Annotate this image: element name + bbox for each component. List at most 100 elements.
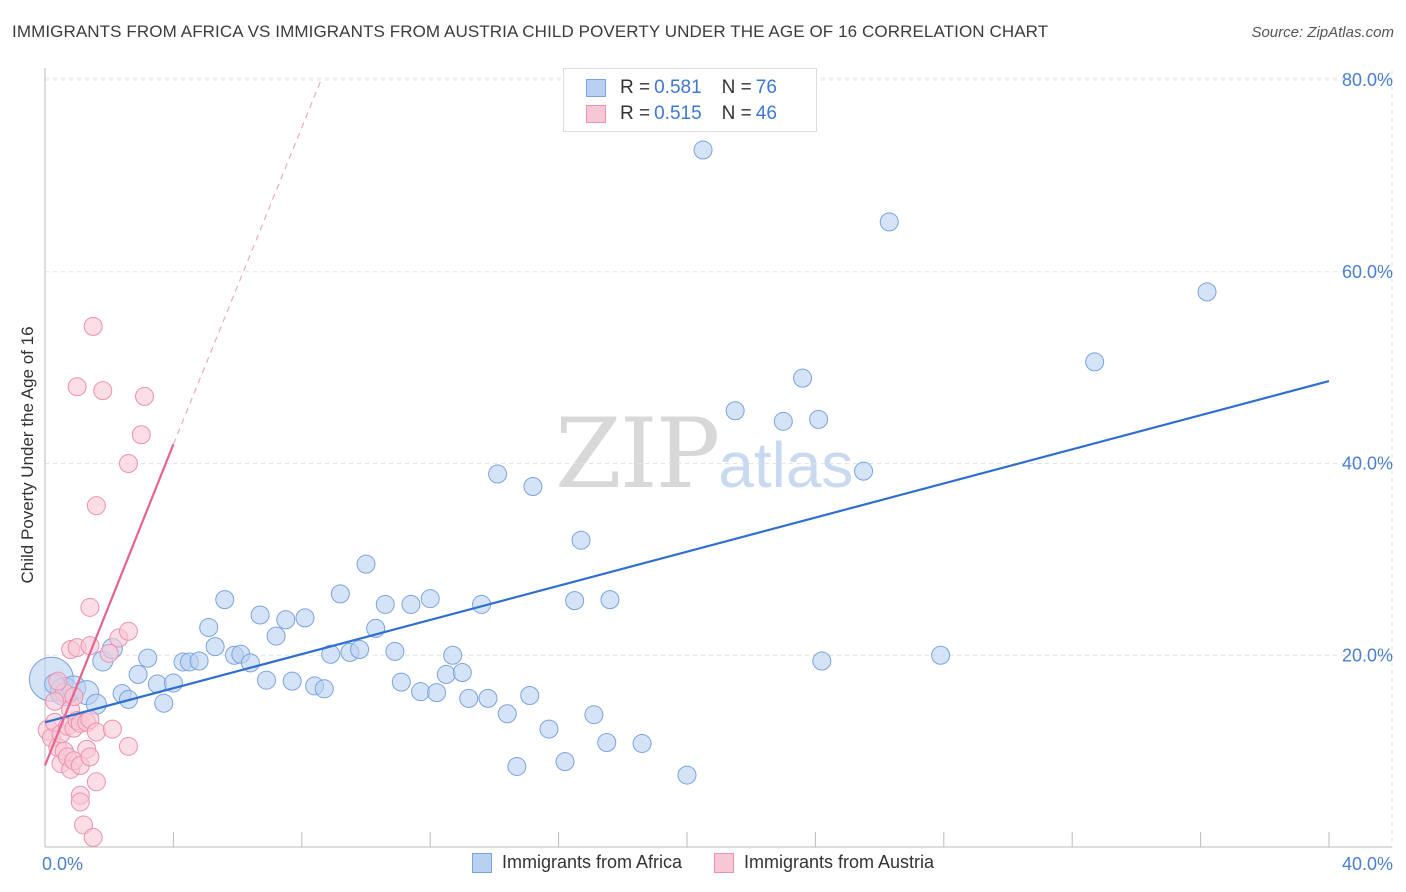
austria-point	[102, 719, 122, 739]
legend-n-label: N =	[721, 103, 752, 124]
austria-point	[86, 496, 106, 516]
austria-point	[67, 377, 87, 397]
legend-n-label: N =	[721, 77, 752, 98]
africa-point	[375, 594, 395, 614]
africa-point	[391, 672, 411, 692]
austria-trend-line	[43, 443, 175, 766]
watermark-zip: ZIP	[555, 398, 720, 510]
africa-point	[523, 477, 543, 497]
legend-swatch-africa	[586, 79, 606, 97]
africa-point	[215, 590, 235, 610]
austria-point	[64, 686, 84, 706]
legend-r-value-africa: 0.581	[654, 77, 702, 98]
africa-point	[812, 651, 832, 671]
africa-point	[632, 733, 652, 753]
legend-row-austria: R = 0.515 N = 46	[586, 102, 777, 126]
africa-point	[488, 464, 508, 484]
africa-point	[854, 461, 874, 481]
africa-point	[555, 752, 575, 772]
africa-point	[879, 212, 899, 232]
watermark: ZIPatlas	[555, 398, 853, 510]
africa-point	[600, 590, 620, 610]
africa-point	[356, 554, 376, 574]
legend-r-label: R =	[620, 103, 651, 124]
africa-point	[350, 639, 370, 659]
austria-point	[48, 671, 68, 691]
legend-n-value-austria: 46	[755, 103, 777, 124]
austria-point	[45, 691, 65, 711]
y-tick-label: 20.0%	[1342, 645, 1393, 665]
africa-point	[1085, 352, 1105, 372]
austria-point	[131, 425, 151, 445]
austria-point	[118, 736, 138, 756]
africa-point	[256, 670, 276, 690]
africa-point	[571, 530, 591, 550]
africa-point	[420, 589, 440, 609]
africa-point	[276, 610, 296, 630]
africa-point	[411, 682, 431, 702]
austria-trend-extension	[172, 79, 322, 445]
legend-n-value-africa: 76	[755, 77, 777, 98]
correlation-legend: R = 0.581 N = 76 R = 0.515 N = 46	[563, 68, 817, 132]
africa-trend-line	[44, 379, 1330, 724]
africa-point	[138, 648, 158, 668]
africa-point	[266, 626, 286, 646]
x-tick-label: 0.0%	[42, 854, 83, 874]
series-swatch-austria	[714, 852, 734, 873]
austria-point	[86, 772, 106, 792]
chart-title: IMMIGRANTS FROM AFRICA VS IMMIGRANTS FRO…	[12, 22, 1049, 41]
africa-point	[725, 401, 745, 421]
africa-point	[250, 605, 270, 625]
austria-point	[70, 792, 90, 812]
austria-point	[118, 621, 138, 641]
series-label-austria: Immigrants from Austria	[744, 852, 935, 872]
africa-point	[154, 693, 174, 713]
africa-point	[565, 591, 585, 611]
africa-point	[584, 705, 604, 725]
africa-point	[199, 617, 219, 637]
series-legend: Immigrants from Africa Immigrants from A…	[0, 852, 1406, 873]
africa-point	[128, 664, 148, 684]
africa-point	[330, 584, 350, 604]
africa-point	[314, 679, 334, 699]
legend-r-label: R =	[620, 77, 651, 98]
africa-point	[497, 704, 517, 724]
austria-point	[86, 722, 106, 742]
legend-row-africa: R = 0.581 N = 76	[586, 76, 777, 100]
austria-point	[80, 747, 100, 767]
africa-point	[677, 765, 697, 785]
africa-point	[809, 409, 829, 429]
austria-point	[135, 386, 155, 406]
austria-point	[80, 597, 100, 617]
austria-point	[118, 454, 138, 473]
source-credit: Source: ZipAtlas.com	[1251, 24, 1394, 41]
series-legend-africa[interactable]: Immigrants from Africa	[471, 852, 682, 873]
africa-point	[189, 651, 209, 671]
africa-point	[597, 732, 617, 752]
africa-point	[507, 756, 527, 776]
africa-point	[385, 641, 405, 661]
austria-point	[99, 643, 119, 663]
legend-r-value-austria: 0.515	[654, 103, 702, 124]
africa-point	[459, 688, 479, 708]
austria-point	[83, 827, 103, 847]
africa-point	[520, 686, 540, 706]
africa-point	[478, 688, 498, 708]
africa-point	[436, 664, 456, 684]
legend-swatch-austria	[586, 105, 606, 123]
africa-point	[539, 719, 559, 739]
africa-point	[1197, 282, 1217, 302]
series-swatch-africa	[471, 852, 492, 873]
africa-point	[205, 637, 225, 657]
africa-point	[401, 594, 421, 614]
austria-point	[83, 316, 103, 336]
africa-point	[793, 368, 813, 388]
watermark-atlas: atlas	[718, 429, 854, 501]
x-tick-label: 40.0%	[1342, 854, 1393, 874]
africa-point	[693, 140, 713, 160]
series-legend-austria[interactable]: Immigrants from Austria	[714, 852, 934, 873]
africa-point	[427, 683, 447, 703]
y-tick-label: 60.0%	[1342, 262, 1393, 282]
series-label-africa: Immigrants from Africa	[501, 852, 682, 872]
